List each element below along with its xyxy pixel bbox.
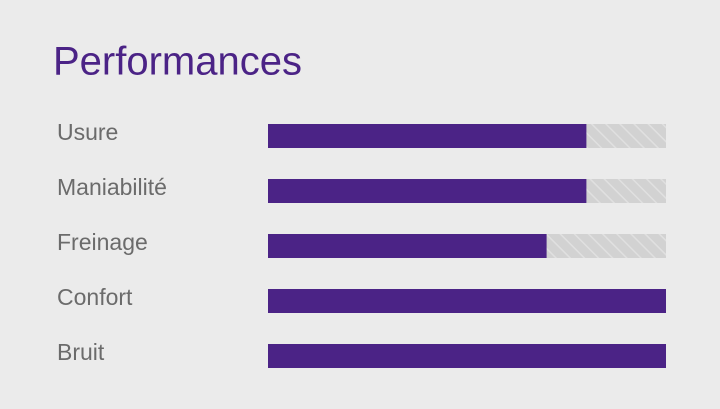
bar: [268, 124, 587, 148]
category-label: Confort: [57, 284, 133, 310]
bar: [268, 234, 547, 258]
bar: [268, 289, 666, 313]
category-label: Maniabilité: [57, 174, 167, 200]
bar: [268, 344, 666, 368]
category-label: Usure: [57, 119, 118, 145]
category-label: Freinage: [57, 229, 148, 255]
chart-title: Performances: [53, 40, 302, 84]
bar: [268, 179, 587, 203]
category-label: Bruit: [57, 339, 105, 365]
